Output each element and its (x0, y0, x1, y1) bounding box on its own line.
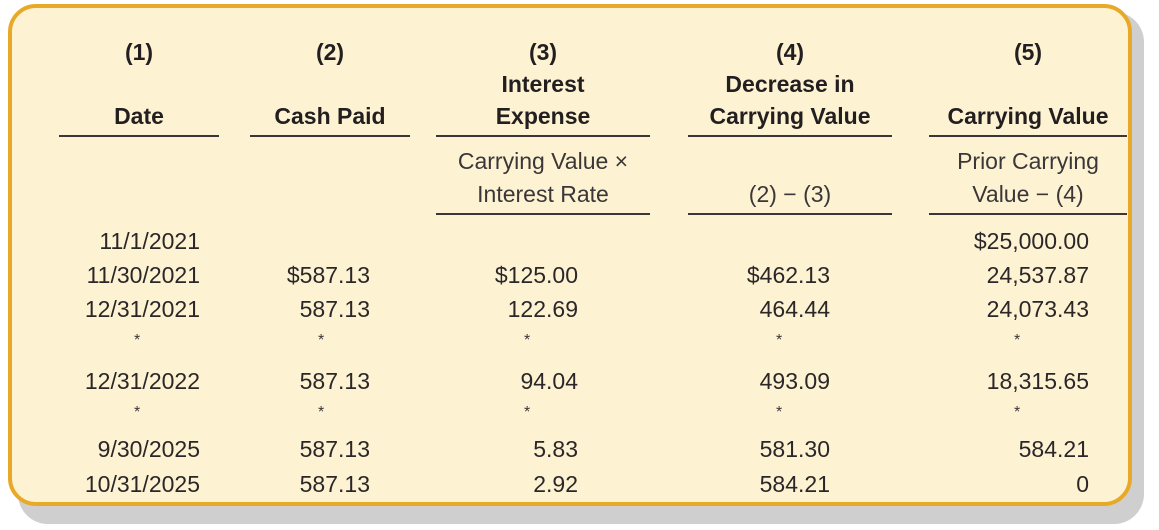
col4-title-line1: Decrease in (725, 71, 855, 97)
col2-number: (2) (315, 39, 345, 65)
cell-ellipsis: * (776, 404, 783, 421)
cell-interest: $125.00 (494, 262, 578, 288)
col5-number: (5) (1013, 39, 1043, 65)
cell-ellipsis: * (524, 332, 531, 349)
cell-carrying: 24,537.87 (986, 262, 1089, 288)
cell-decrease: 584.21 (759, 471, 830, 497)
col1-title: Date (114, 103, 164, 129)
col4-formula: (2) − (3) (748, 181, 832, 207)
header-rule (436, 135, 650, 137)
cell-date: 11/30/2021 (86, 262, 200, 288)
cell-cash: 587.13 (299, 471, 370, 497)
col2-title: Cash Paid (274, 103, 386, 129)
cell-cash: 587.13 (299, 368, 370, 394)
cell-carrying: 18,315.65 (986, 368, 1089, 394)
cell-carrying: 584.21 (1018, 436, 1089, 462)
header-rule (59, 135, 219, 137)
cell-ellipsis: * (776, 332, 783, 349)
header-rule (688, 135, 892, 137)
header-rule (250, 135, 410, 137)
cell-decrease: 464.44 (759, 296, 830, 322)
cell-ellipsis: * (1014, 404, 1021, 421)
cell-ellipsis: * (318, 404, 325, 421)
cell-date: 9/30/2025 (97, 436, 200, 462)
cell-ellipsis: * (134, 404, 141, 421)
cell-cash: 587.13 (299, 296, 370, 322)
col3-number: (3) (528, 39, 558, 65)
col5-title: Carrying Value (947, 103, 1109, 129)
cell-date: 12/31/2022 (84, 368, 200, 394)
col5-formula-line1: Prior Carrying (957, 148, 1099, 174)
cell-ellipsis: * (1014, 332, 1021, 349)
col3-title-line2: Expense (495, 103, 591, 129)
cell-decrease: 493.09 (759, 368, 830, 394)
cell-date: 11/1/2021 (99, 228, 200, 254)
cell-carrying: 0 (1076, 471, 1089, 497)
col1-number: (1) (124, 39, 154, 65)
cell-ellipsis: * (134, 332, 141, 349)
cell-cash: 587.13 (299, 436, 370, 462)
cell-date: 10/31/2025 (84, 471, 200, 497)
cell-carrying: 24,073.43 (986, 296, 1089, 322)
cell-decrease: $462.13 (746, 262, 830, 288)
formula-rule (688, 213, 892, 215)
cell-interest: 5.83 (533, 436, 578, 462)
col4-title-line2: Carrying Value (709, 103, 871, 129)
cell-interest: 2.92 (533, 471, 578, 497)
cell-cash: $587.13 (286, 262, 370, 288)
cell-interest: 94.04 (520, 368, 578, 394)
formula-rule (436, 213, 650, 215)
col5-formula-line2: Value − (4) (972, 181, 1084, 207)
col3-title-line1: Interest (501, 71, 585, 97)
cell-decrease: 581.30 (759, 436, 830, 462)
formula-rule (929, 213, 1127, 215)
col4-number: (4) (775, 39, 805, 65)
cell-date: 12/31/2021 (84, 296, 200, 322)
col3-formula-line1: Carrying Value × (457, 148, 629, 174)
cell-interest: 122.69 (507, 296, 578, 322)
cell-ellipsis: * (318, 332, 325, 349)
cell-ellipsis: * (524, 404, 531, 421)
header-rule (929, 135, 1127, 137)
amortization-table-panel: (1) (2) (3) (4) (5) Interest Decrease in… (8, 4, 1132, 506)
col3-formula-line2: Interest Rate (477, 181, 609, 207)
cell-carrying: $25,000.00 (973, 228, 1089, 254)
